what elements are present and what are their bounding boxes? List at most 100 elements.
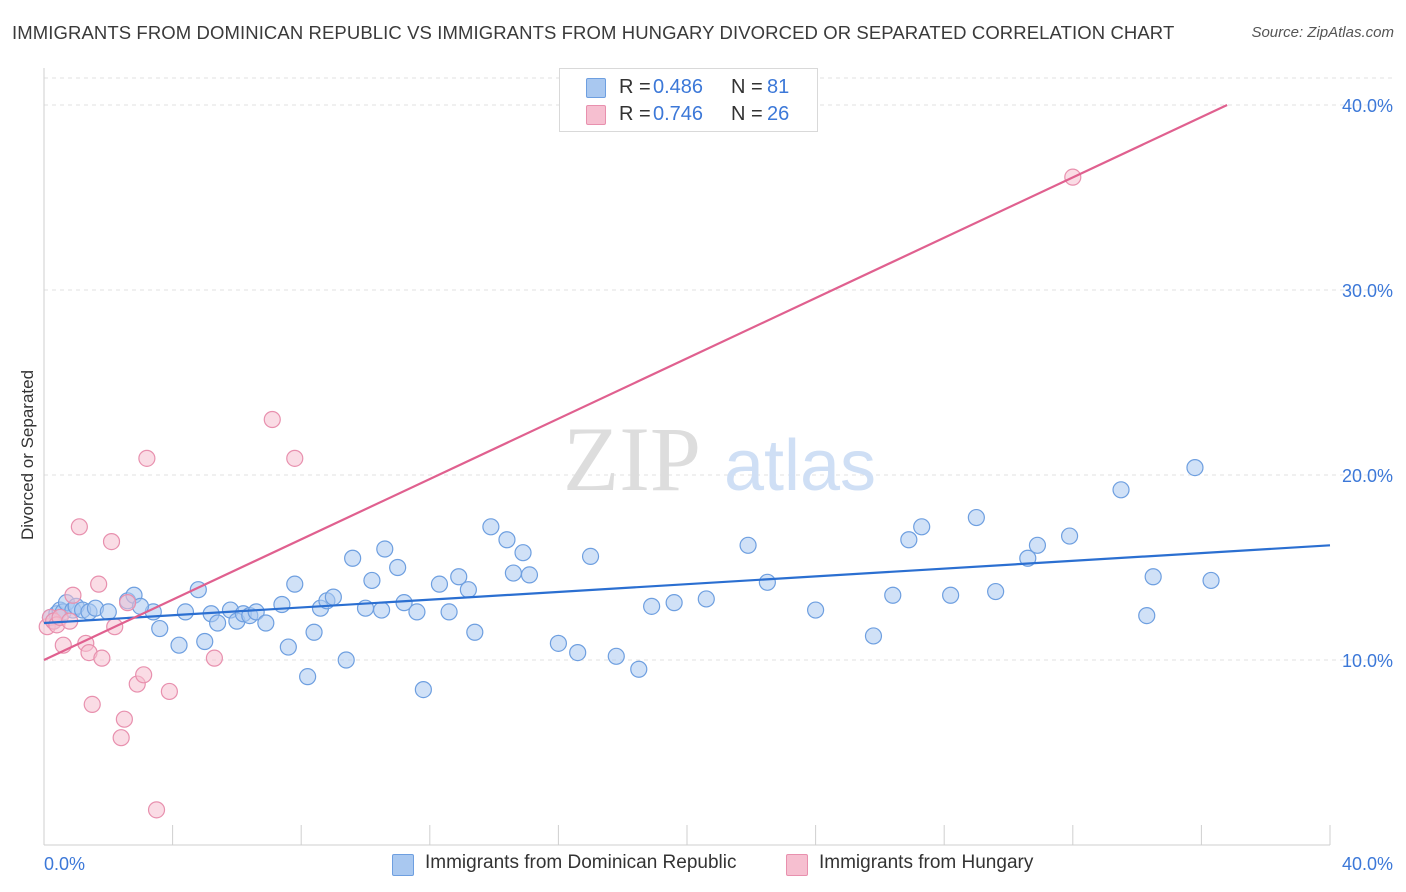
watermark-atlas: atlas	[724, 426, 876, 506]
point-hungary	[118, 594, 137, 612]
point-dominican	[176, 603, 195, 621]
point-dominican	[440, 603, 458, 621]
point-dominican	[414, 680, 432, 699]
point-dominican	[99, 603, 117, 621]
chart-title: IMMIGRANTS FROM DOMINICAN REPUBLIC VS IM…	[12, 22, 1175, 43]
point-dominican	[389, 558, 407, 577]
point-hungary	[205, 649, 223, 667]
point-hungary	[112, 729, 130, 747]
point-dominican	[581, 547, 600, 566]
point-dominican	[758, 573, 776, 591]
point-dominican	[1144, 568, 1162, 586]
source-credit: Source: ZipAtlas.com	[1251, 24, 1394, 41]
grid-lines	[44, 77, 1392, 661]
point-dominican	[257, 614, 275, 632]
watermark: ZIP atlas	[563, 408, 876, 510]
y-tick-label: 10.0%	[1342, 651, 1393, 671]
legend-r-label: R =	[619, 76, 651, 98]
legend-r-label: R =	[619, 103, 651, 125]
point-dominican	[520, 566, 539, 584]
legend-n-value: 26	[767, 103, 790, 125]
point-dominican	[498, 531, 516, 549]
correlation-legend: R = 0.486 N = 81 R = 0.746 N = 26	[559, 68, 818, 132]
point-dominican	[337, 651, 355, 669]
point-dominican	[1028, 536, 1047, 554]
point-dominican	[1186, 459, 1204, 477]
point-dominican	[504, 564, 522, 582]
legend-n-value: 81	[767, 76, 790, 98]
point-dominican	[196, 632, 214, 651]
point-dominican	[514, 544, 532, 562]
trend-line-dominican	[43, 544, 1331, 625]
point-dominican	[643, 597, 661, 615]
point-dominican	[450, 568, 468, 586]
series-label: Immigrants from Hungary	[819, 852, 1034, 873]
point-dominican	[170, 636, 188, 654]
legend-r-value: 0.746	[653, 103, 704, 125]
point-dominican	[305, 623, 323, 641]
point-dominican	[363, 571, 381, 590]
point-dominican	[430, 575, 449, 593]
point-hungary	[90, 575, 108, 593]
series-swatch-pink	[786, 854, 808, 876]
point-hungary	[286, 449, 304, 467]
point-dominican	[151, 619, 169, 638]
legend-r-value: 0.486	[653, 76, 704, 98]
point-dominican	[806, 601, 825, 619]
point-dominican	[459, 581, 477, 599]
legend-swatch-pink	[586, 105, 606, 125]
point-dominican	[372, 601, 391, 619]
axes	[43, 68, 1331, 846]
legend-n-label: N =	[731, 76, 763, 98]
point-dominican	[665, 594, 683, 612]
point-hungary	[83, 695, 101, 714]
point-hungary	[135, 666, 153, 684]
point-dominican	[299, 668, 317, 686]
point-dominican	[1112, 481, 1130, 499]
series-label: Immigrants from Dominican Republic	[425, 852, 737, 873]
watermark-zip: ZIP	[563, 408, 701, 510]
trend-line-hungary	[43, 104, 1228, 661]
x-tick-label: 0.0%	[44, 854, 85, 874]
point-dominican	[630, 660, 648, 678]
point-dominican	[376, 540, 394, 558]
point-dominican	[900, 531, 918, 549]
series-swatch-blue	[392, 854, 414, 876]
legend-swatch-blue	[586, 78, 606, 98]
y-tick-label: 20.0%	[1342, 466, 1393, 486]
point-hungary	[263, 410, 281, 429]
point-dominican	[549, 634, 568, 652]
point-dominican	[279, 638, 297, 656]
point-dominican	[344, 549, 362, 567]
y-tick-label: 40.0%	[1342, 96, 1393, 116]
tick-labels: 10.0% 20.0% 30.0% 40.0% 0.0% 40.0%	[44, 96, 1393, 874]
point-dominican	[466, 623, 484, 641]
point-dominican	[864, 627, 883, 645]
point-dominican	[247, 603, 265, 621]
point-dominican	[913, 518, 931, 536]
point-dominican	[408, 603, 426, 621]
point-dominican	[1138, 606, 1156, 625]
point-dominican	[1202, 571, 1220, 590]
point-hungary	[93, 649, 111, 667]
y-tick-label: 30.0%	[1342, 281, 1393, 301]
point-hungary	[138, 449, 156, 467]
x-tick-label: 40.0%	[1342, 854, 1393, 874]
point-dominican	[697, 590, 715, 608]
point-dominican	[324, 588, 342, 606]
point-hungary	[102, 532, 121, 551]
point-dominican	[942, 586, 960, 604]
point-dominican	[607, 647, 625, 665]
point-dominican	[209, 614, 227, 632]
point-dominican	[569, 643, 587, 662]
point-dominican	[967, 508, 985, 527]
point-hungary	[70, 518, 88, 536]
point-dominican	[1060, 527, 1079, 545]
point-hungary	[115, 710, 133, 728]
point-dominican	[273, 595, 291, 614]
point-hungary	[64, 586, 82, 604]
point-hungary	[160, 682, 178, 701]
legend-n-label: N =	[731, 103, 763, 125]
point-dominican	[987, 582, 1005, 601]
